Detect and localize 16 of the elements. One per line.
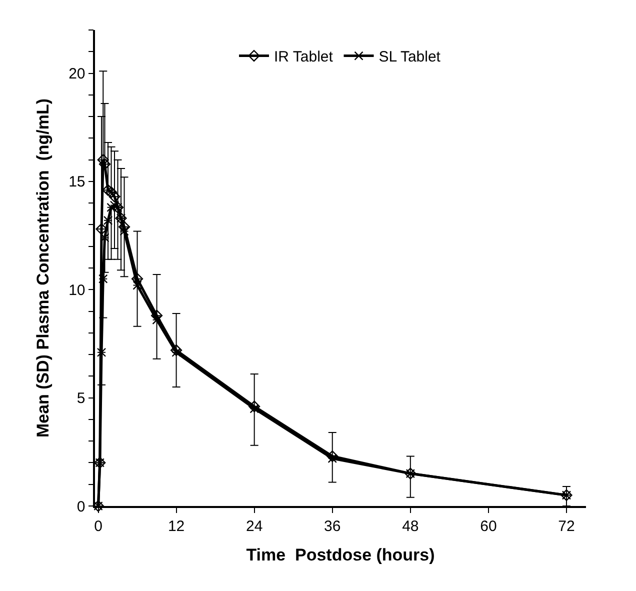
x-tick-label: 72 [558,518,575,535]
y-tick-label: 0 [76,498,86,516]
x-tick-label: 0 [94,518,102,535]
y-tick-label: 20 [68,66,86,83]
legend-label: SL Tablet [378,48,442,66]
y-tick-label: 15 [68,174,86,191]
legend-label: IR Tablet [274,48,334,66]
x-axis-title: Time Postdose (hours) [246,546,435,565]
y-tick-label: 5 [76,390,86,408]
x-tick-label: 60 [480,518,497,535]
y-axis-title: Mean (SD) Plasma Concentration (ng/mL) [34,98,53,438]
x-tick-label: 24 [246,518,263,535]
x-tick-label: 36 [324,518,341,535]
x-tick-label: 12 [168,518,185,535]
y-tick-label: 10 [68,282,86,299]
x-tick-label: 48 [402,518,419,535]
